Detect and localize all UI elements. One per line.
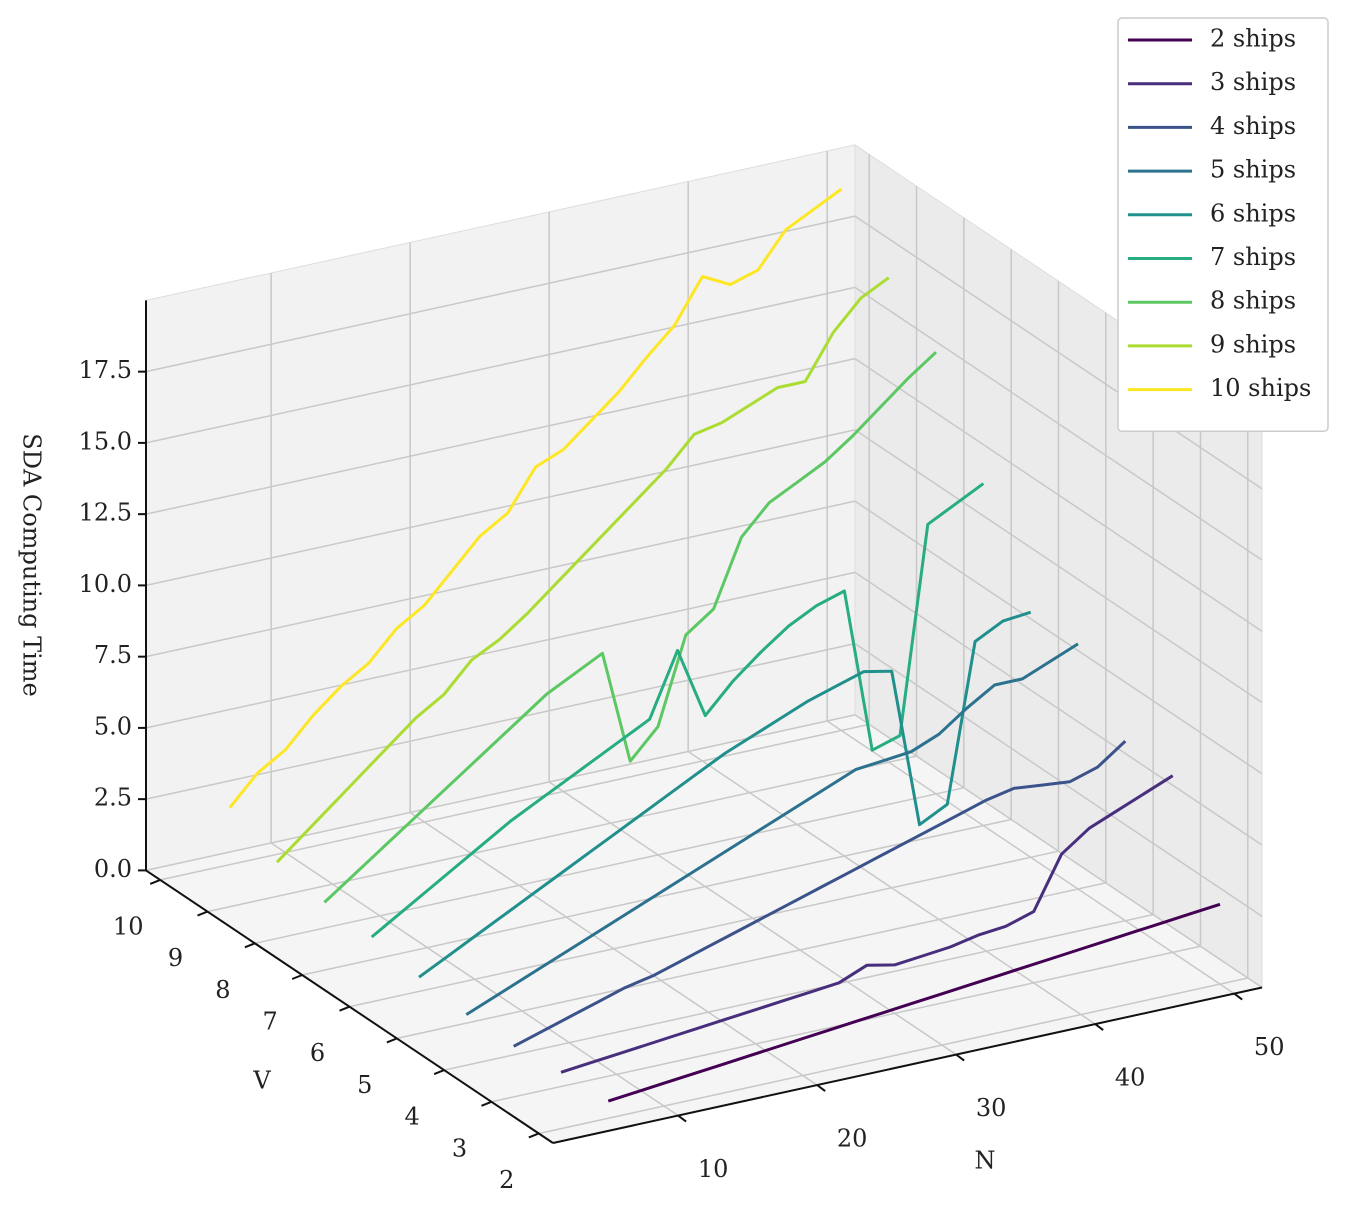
series-line: [465, 642, 1079, 1016]
z-tick-label: 10.0: [79, 570, 132, 598]
grid-line: [349, 850, 1059, 1008]
z-tick-label: 17.5: [79, 356, 132, 384]
x-axis-line: [552, 986, 1263, 1144]
z-tick-label: 15.0: [79, 427, 132, 455]
tick-mark: [339, 1005, 350, 1012]
z-tick-label: 0.0: [94, 855, 132, 883]
grid-line: [854, 500, 1263, 775]
series-line: [370, 482, 985, 939]
grid-line: [854, 429, 1263, 704]
tick-mark: [291, 974, 303, 980]
grid-line: [854, 714, 1263, 989]
grid-line: [854, 571, 1263, 846]
grid-line: [160, 723, 870, 881]
tick-mark: [528, 1132, 540, 1139]
grid-line: [145, 429, 856, 587]
series-line: [560, 774, 1174, 1074]
tick-mark: [816, 1084, 826, 1092]
tick-mark: [197, 910, 208, 917]
grid-line: [145, 714, 856, 872]
y-tick-label: 10: [113, 912, 144, 940]
z-tick-label: 12.5: [79, 499, 132, 527]
grid-line: [145, 286, 856, 444]
x-axis-label: N: [975, 1147, 996, 1175]
grid-line: [145, 500, 856, 658]
grid-line: [145, 215, 856, 373]
y-tick-label: 6: [310, 1039, 325, 1067]
grid-line: [207, 755, 917, 913]
panes: [144, 143, 1264, 1144]
legend-label: 4 ships: [1210, 112, 1296, 140]
grid-line: [854, 286, 1263, 561]
z-tick-label: 5.0: [94, 712, 132, 740]
legend-label: 2 ships: [1210, 25, 1296, 53]
y-tick-label: 5: [357, 1071, 372, 1099]
y-tick-label: 3: [452, 1134, 467, 1162]
tick-mark: [1233, 992, 1243, 1001]
tick-mark: [481, 1100, 492, 1107]
x-tick-label: 40: [1115, 1064, 1146, 1092]
series-line: [607, 902, 1221, 1103]
legend: 2 ships 3 ships 4 ships 5 ships 6 ships 7 shi…: [1117, 17, 1329, 433]
legend-label: 5 ships: [1210, 156, 1296, 184]
grid: [145, 150, 1263, 1135]
tick-mark: [386, 1037, 398, 1044]
y-tick-label: 8: [215, 976, 230, 1004]
y-tick-label: 7: [263, 1008, 278, 1036]
tick-mark: [149, 878, 161, 885]
y-tick-label: 9: [168, 944, 183, 972]
z-tick-label: 2.5: [94, 784, 132, 812]
grid-line: [443, 913, 1154, 1071]
legend-label: 9 ships: [1210, 330, 1296, 358]
grid-line: [254, 787, 965, 945]
series-line: [275, 276, 890, 864]
legend-frame: [1117, 17, 1329, 433]
z-tick-label: 7.5: [94, 641, 132, 669]
tick-mark: [677, 1114, 687, 1123]
x-tick-label: 10: [698, 1155, 729, 1183]
x-tick-label: 20: [837, 1125, 868, 1153]
axes: 10 20 30 40 50 2 3 4 5 6 7 8 9 10 0.0 2.5 5.0 7.5 10.0 12.5…: [79, 300, 1285, 1194]
tick-mark: [433, 1069, 445, 1076]
lines: [228, 187, 1221, 1103]
grid-line: [854, 358, 1263, 632]
y-axis-label: V: [252, 1067, 271, 1095]
legend-label: 10 ships: [1210, 374, 1311, 402]
series-line: [323, 351, 938, 904]
grid-line: [145, 357, 856, 515]
grid-line: [854, 215, 1263, 490]
legend-label: 6 ships: [1210, 199, 1296, 227]
x-tick-label: 50: [1254, 1033, 1285, 1061]
series-line: [228, 187, 843, 809]
series-line: [418, 610, 1032, 979]
tick-mark: [955, 1053, 965, 1062]
legend-label: 8 ships: [1210, 287, 1296, 315]
grid-line: [302, 818, 1012, 976]
grid-line: [145, 642, 856, 800]
y-tick-label: 2: [499, 1166, 514, 1194]
z-axis-label: SDA Computing Time: [18, 433, 46, 696]
grid-line: [854, 643, 1263, 917]
series-line: [513, 740, 1127, 1048]
y-axis-line: [145, 869, 554, 1144]
grid-line: [145, 571, 856, 729]
legend-label: 7 ships: [1210, 243, 1296, 271]
tick-mark: [1094, 1023, 1104, 1031]
tick-mark: [244, 942, 256, 949]
grid-line: [396, 882, 1106, 1040]
y-tick-label: 4: [405, 1103, 420, 1131]
x-tick-label: 30: [976, 1094, 1007, 1122]
grid-line: [538, 977, 1248, 1135]
legend-label: 3 ships: [1210, 68, 1296, 96]
